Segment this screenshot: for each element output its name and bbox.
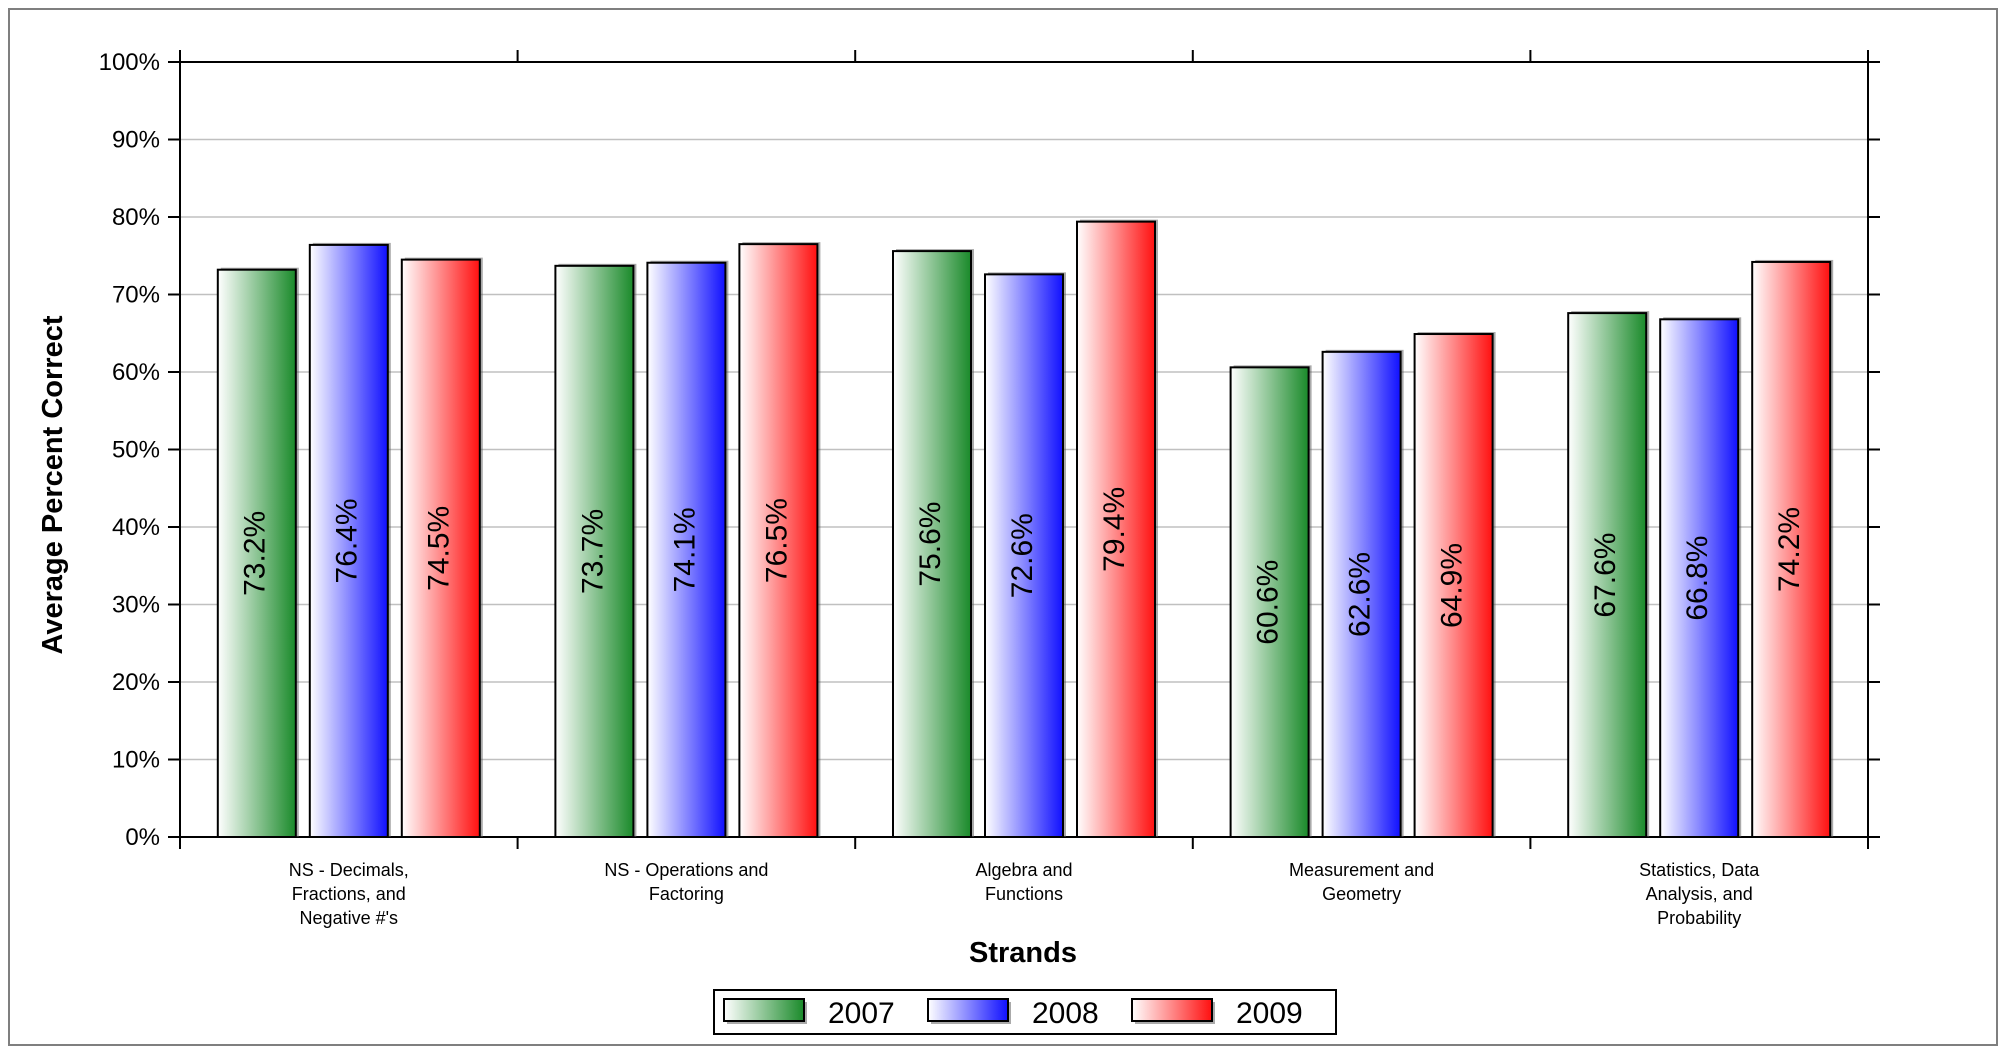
y-tick-label: 90% [112, 127, 160, 154]
bar-data-label: 79.4% [1098, 487, 1131, 572]
bar-2007 [892, 250, 972, 839]
legend-box [713, 989, 1337, 1035]
legend-label: 2008 [1032, 997, 1099, 1030]
bar-2008 [1321, 350, 1402, 838]
bar-data-label: 64.9% [1436, 543, 1469, 628]
x-category-label: Measurement and [1289, 860, 1434, 880]
bar-2008 [984, 273, 1064, 839]
bar-data-label: 62.6% [1344, 552, 1377, 637]
y-axis-title: Average Percent Correct [37, 315, 69, 654]
y-tick-label: 40% [112, 514, 160, 541]
y-tick-label: 100% [99, 49, 160, 76]
bar-data-label: 73.7% [576, 509, 609, 594]
legend-label: 2007 [828, 997, 895, 1030]
bar-2008 [308, 243, 389, 838]
legend: 2007 2008 2009 [713, 989, 1337, 1035]
bar-data-label: 76.4% [331, 498, 364, 583]
x-category-label: Geometry [1322, 884, 1401, 904]
y-tick-label: 80% [112, 204, 160, 231]
legend-swatch-2009 [1131, 998, 1213, 1022]
bar-2007 [554, 264, 635, 838]
x-category-label: Analysis, and [1646, 884, 1753, 904]
bar-2007 [216, 268, 297, 838]
bar-data-label: 75.6% [914, 502, 947, 587]
plot-area: 0% 10% 20% 30% 40% 50% 60% 70% 80% 90% 100% 73.2% 76… [99, 49, 1880, 928]
x-category-label: Statistics, Data [1639, 860, 1760, 880]
bar-2009 [1076, 220, 1156, 838]
bar-2009 [1413, 333, 1494, 838]
y-tick-label: 60% [112, 359, 160, 386]
bar-data-label: 60.6% [1252, 560, 1285, 645]
y-tick-label: 30% [112, 592, 160, 619]
y-tick-label: 0% [125, 824, 160, 851]
x-category-label: Functions [985, 884, 1063, 904]
legend-swatch-2008 [927, 998, 1009, 1022]
legend-swatch-2007 [723, 998, 805, 1022]
bar-2007 [1567, 312, 1648, 839]
y-tick-label: 20% [112, 669, 160, 696]
bar-2007 [1229, 366, 1310, 838]
bar-data-label: 73.2% [239, 511, 272, 596]
bar-data-label: 74.2% [1773, 507, 1806, 592]
bar-2009 [738, 243, 819, 838]
y-tick-label: 50% [112, 437, 160, 464]
x-category-label: Negative #'s [300, 908, 399, 928]
y-tick-label: 70% [112, 282, 160, 309]
bar-data-label: 76.5% [760, 498, 793, 583]
bar-data-label: 66.8% [1681, 536, 1714, 621]
bar-2008 [1659, 318, 1740, 838]
bar-data-label: 74.1% [668, 507, 701, 592]
x-category-label: Probability [1657, 908, 1741, 928]
x-category-label: Algebra and [975, 860, 1072, 880]
legend-label: 2009 [1236, 997, 1303, 1030]
bar-2009 [400, 258, 481, 838]
x-category-label: Factoring [649, 884, 724, 904]
bar-data-label: 72.6% [1006, 513, 1039, 598]
x-axis-title: Strands [969, 937, 1077, 969]
x-category-label: NS - Decimals, [289, 860, 409, 880]
bar-data-label: 74.5% [423, 506, 456, 591]
bar-2008 [646, 261, 727, 839]
bar-data-label: 67.6% [1589, 533, 1622, 618]
bar-2009 [1751, 260, 1832, 838]
x-category-label: Fractions, and [292, 884, 406, 904]
y-tick-label: 10% [112, 747, 160, 774]
x-category-label: NS - Operations and [604, 860, 768, 880]
